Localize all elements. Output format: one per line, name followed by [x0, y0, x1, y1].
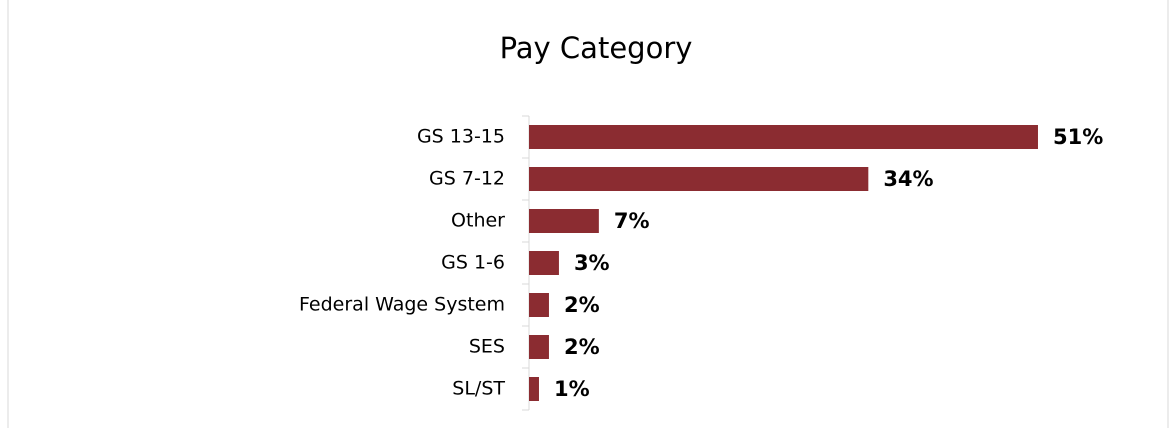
category-label: GS 7-12 — [429, 168, 505, 190]
bar — [529, 167, 869, 191]
category-label: SES — [469, 336, 505, 358]
bar — [529, 335, 549, 359]
data-label: 34% — [883, 167, 933, 191]
category-label: Federal Wage System — [299, 294, 505, 316]
bar — [529, 251, 559, 275]
data-label: 7% — [614, 209, 650, 233]
chart-title: Pay Category — [500, 31, 693, 65]
bar — [529, 125, 1038, 149]
data-label: 3% — [574, 251, 610, 275]
bar — [529, 293, 549, 317]
data-label: 2% — [564, 335, 600, 359]
category-label: GS 1-6 — [441, 252, 505, 274]
category-label: SL/ST — [452, 378, 505, 400]
bar — [529, 377, 539, 401]
bar — [529, 209, 599, 233]
data-label: 2% — [564, 293, 600, 317]
data-label: 1% — [554, 377, 590, 401]
category-label: GS 13-15 — [417, 126, 505, 148]
data-label: 51% — [1053, 125, 1103, 149]
category-label: Other — [451, 210, 505, 232]
